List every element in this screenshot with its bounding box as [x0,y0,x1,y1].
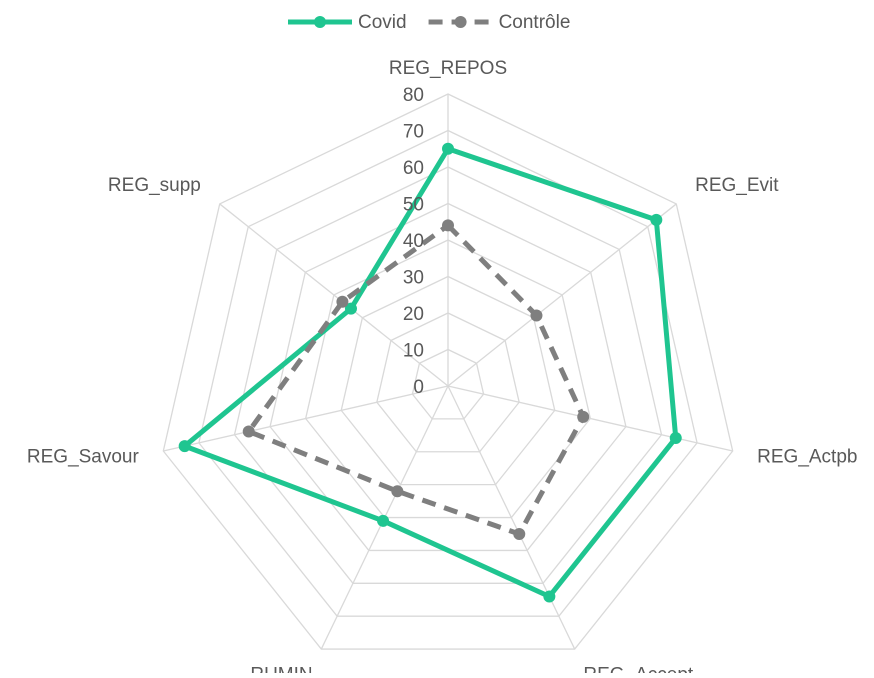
grid-ring [340,275,556,486]
spoke [219,203,449,387]
category-label: REG_Accept [583,664,694,673]
y-tick-label: 0 [413,377,424,398]
data-point [513,527,526,540]
data-point [442,142,454,155]
data-point [442,219,454,232]
legend-label: Contrôle [499,12,571,33]
spoke [447,385,576,650]
category-label: REG_Savour [27,446,140,467]
grid-ring [233,166,663,584]
legend-marker [454,16,467,28]
y-tick-label: 80 [403,85,424,106]
y-tick-label: 70 [403,122,424,143]
spoke [447,203,677,387]
series-line [246,222,586,537]
category-label: REG_supp [108,175,201,196]
category-label: REG_Actpb [757,446,857,467]
grid-ring [304,239,592,519]
data-point [530,309,543,322]
data-point [650,213,663,226]
grid-ring [162,93,734,650]
data-point [391,485,404,498]
y-tick-label: 30 [403,268,424,289]
grid-ring [376,312,520,453]
data-point [669,431,682,444]
data-point [242,425,255,438]
data-point [178,440,191,453]
grid-ring [198,129,698,617]
y-tick-label: 50 [403,195,424,216]
data-point [577,410,590,423]
grid-ring [411,348,485,420]
spoke [447,385,733,452]
data-point [377,514,390,527]
data-point [344,302,357,315]
category-label: REG_Evit [695,175,779,196]
category-label: RUMIN [250,664,312,673]
category-label: REG_REPOS [389,58,507,79]
legend-marker [314,16,326,28]
spoke [163,385,449,452]
legend-label: Covid [358,12,407,33]
y-tick-label: 60 [403,158,424,179]
data-point [336,295,349,308]
data-point [543,590,556,603]
y-tick-label: 20 [403,304,424,325]
y-tick-label: 10 [403,341,424,362]
y-tick-label: 40 [403,231,424,252]
